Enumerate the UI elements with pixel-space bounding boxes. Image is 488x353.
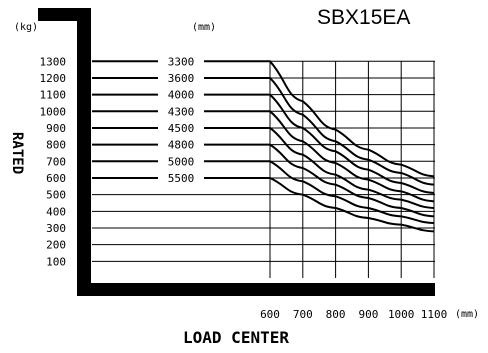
y-tick-label: 1100 (40, 89, 67, 102)
series-label: 4500 (168, 122, 195, 135)
x-unit-label: (mm) (455, 309, 479, 320)
y-tick-label: 1300 (40, 55, 67, 68)
series-line (92, 160, 435, 224)
frame-top-bar (38, 8, 82, 21)
y-tick-label: 900 (46, 122, 66, 135)
series-label: 3600 (168, 72, 195, 85)
series-label: 3300 (168, 55, 195, 68)
series-label-bg (158, 171, 204, 184)
y-tick-label: 100 (46, 255, 66, 268)
series-line (92, 143, 435, 218)
series-label-bg (158, 55, 204, 68)
x-tick-label: 800 (326, 308, 346, 321)
series-line (92, 60, 435, 178)
series-line (92, 93, 435, 194)
series-line (92, 176, 435, 233)
y-tick-label: 300 (46, 222, 66, 235)
series-label: 4300 (168, 105, 195, 118)
series-label-bg (158, 155, 204, 168)
series-label-bg (158, 138, 204, 151)
y-tick-label: 1000 (40, 105, 67, 118)
x-tick-label: 600 (260, 308, 280, 321)
series-label-bg (158, 121, 204, 134)
series-label-bg (158, 71, 204, 84)
series-line (92, 110, 435, 203)
x-tick-label: 700 (293, 308, 313, 321)
series-label: 5500 (168, 172, 195, 185)
y-tick-label: 600 (46, 172, 66, 185)
chart-frame (38, 8, 435, 296)
y-tick-label: 500 (46, 189, 66, 202)
y-tick-label: 800 (46, 139, 66, 152)
y-tick-label: 700 (46, 155, 66, 168)
chart-labels: 3300 3600 4000 4300 4500 4800 5000 5500 1300 1200… (9, 22, 479, 347)
series-line (92, 76, 435, 186)
series-line (92, 126, 435, 209)
x-axis-title: LOAD CENTER (183, 328, 289, 347)
legend-unit-label: (mm) (192, 22, 216, 33)
y-axis-title: RATED (9, 132, 25, 174)
y-tick-label: 400 (46, 205, 66, 218)
series-label: 4800 (168, 139, 195, 152)
model-name: SBX15EA (317, 6, 411, 29)
series-label: 4000 (168, 89, 195, 102)
series-label-bg (158, 105, 204, 118)
series-label: 5000 (168, 155, 195, 168)
y-unit-label: (kg) (14, 22, 38, 33)
x-axis-bar (77, 283, 435, 296)
y-tick-label: 1200 (40, 72, 67, 85)
chart-series (92, 60, 435, 233)
x-tick-label: 1000 (388, 308, 415, 321)
x-tick-label: 1100 (421, 308, 448, 321)
x-tick-label: 900 (358, 308, 378, 321)
y-axis-bar (77, 8, 91, 296)
series-label-bg (158, 88, 204, 101)
y-tick-label: 200 (46, 239, 66, 252)
